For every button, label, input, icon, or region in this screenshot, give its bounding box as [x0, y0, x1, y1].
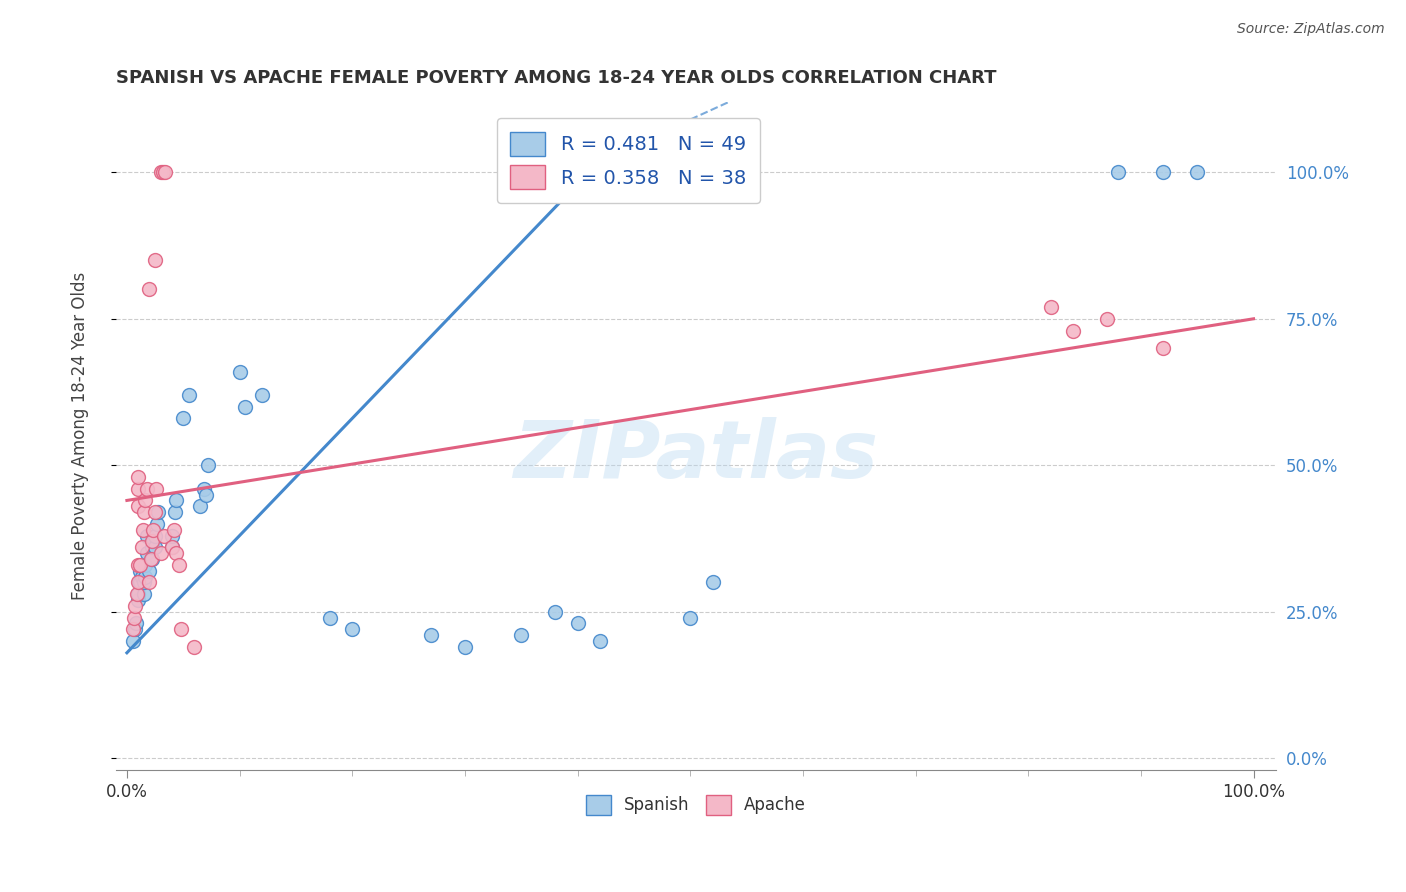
- Text: ZIPatlas: ZIPatlas: [513, 417, 879, 495]
- Point: [134, 569, 156, 583]
- Point: [567, 616, 589, 631]
- Point: [132, 505, 155, 519]
- Point: [420, 628, 443, 642]
- Point: [121, 623, 143, 637]
- Point: [128, 575, 150, 590]
- Point: [1062, 324, 1084, 338]
- Point: [544, 605, 567, 619]
- Point: [129, 564, 152, 578]
- Point: [127, 575, 149, 590]
- Point: [127, 470, 149, 484]
- Point: [136, 528, 159, 542]
- Point: [121, 634, 143, 648]
- Point: [172, 411, 194, 425]
- Point: [141, 541, 163, 555]
- Point: [127, 500, 149, 514]
- Point: [318, 610, 340, 624]
- Point: [141, 534, 163, 549]
- Point: [1152, 165, 1174, 179]
- Point: [132, 587, 155, 601]
- Point: [143, 505, 166, 519]
- Point: [197, 458, 219, 473]
- Point: [170, 623, 193, 637]
- Point: [127, 558, 149, 572]
- Point: [142, 523, 165, 537]
- Point: [127, 587, 149, 601]
- Point: [138, 283, 160, 297]
- Point: [129, 558, 152, 572]
- Point: [193, 482, 215, 496]
- Y-axis label: Female Poverty Among 18-24 Year Olds: Female Poverty Among 18-24 Year Olds: [72, 272, 89, 600]
- Point: [228, 365, 250, 379]
- Point: [131, 523, 153, 537]
- Point: [149, 165, 172, 179]
- Point: [148, 505, 170, 519]
- Point: [589, 634, 612, 648]
- Point: [145, 482, 167, 496]
- Point: [138, 564, 160, 578]
- Point: [125, 616, 148, 631]
- Point: [143, 541, 166, 555]
- Point: [1152, 341, 1174, 355]
- Point: [136, 482, 159, 496]
- Point: [125, 587, 148, 601]
- Point: [166, 546, 188, 560]
- Point: [510, 628, 533, 642]
- Point: [134, 558, 156, 572]
- Point: [160, 541, 183, 555]
- Point: [166, 493, 188, 508]
- Point: [167, 558, 190, 572]
- Point: [127, 482, 149, 496]
- Point: [127, 593, 149, 607]
- Point: [454, 640, 477, 654]
- Point: [139, 552, 162, 566]
- Point: [188, 500, 211, 514]
- Point: [132, 575, 155, 590]
- Point: [136, 546, 159, 560]
- Text: Source: ZipAtlas.com: Source: ZipAtlas.com: [1237, 22, 1385, 37]
- Point: [194, 487, 217, 501]
- Point: [122, 610, 145, 624]
- Point: [134, 493, 156, 508]
- Point: [1187, 165, 1209, 179]
- Point: [679, 610, 702, 624]
- Point: [233, 400, 256, 414]
- Point: [163, 523, 186, 537]
- Text: SPANISH VS APACHE FEMALE POVERTY AMONG 18-24 YEAR OLDS CORRELATION CHART: SPANISH VS APACHE FEMALE POVERTY AMONG 1…: [115, 69, 995, 87]
- Point: [1039, 300, 1062, 314]
- Point: [138, 575, 160, 590]
- Point: [342, 623, 364, 637]
- Point: [160, 528, 183, 542]
- Point: [165, 505, 187, 519]
- Point: [702, 575, 724, 590]
- Point: [131, 541, 153, 555]
- Point: [131, 569, 153, 583]
- Point: [146, 516, 169, 531]
- Point: [160, 541, 183, 555]
- Legend: Spanish, Apache: Spanish, Apache: [579, 789, 813, 822]
- Point: [143, 253, 166, 268]
- Point: [142, 534, 165, 549]
- Point: [153, 528, 176, 542]
- Point: [124, 599, 146, 613]
- Point: [124, 623, 146, 637]
- Point: [1107, 165, 1129, 179]
- Point: [250, 388, 273, 402]
- Point: [149, 546, 172, 560]
- Point: [141, 552, 163, 566]
- Point: [1095, 311, 1118, 326]
- Point: [143, 528, 166, 542]
- Point: [152, 165, 174, 179]
- Point: [153, 165, 176, 179]
- Point: [183, 640, 205, 654]
- Point: [177, 388, 200, 402]
- Point: [129, 575, 152, 590]
